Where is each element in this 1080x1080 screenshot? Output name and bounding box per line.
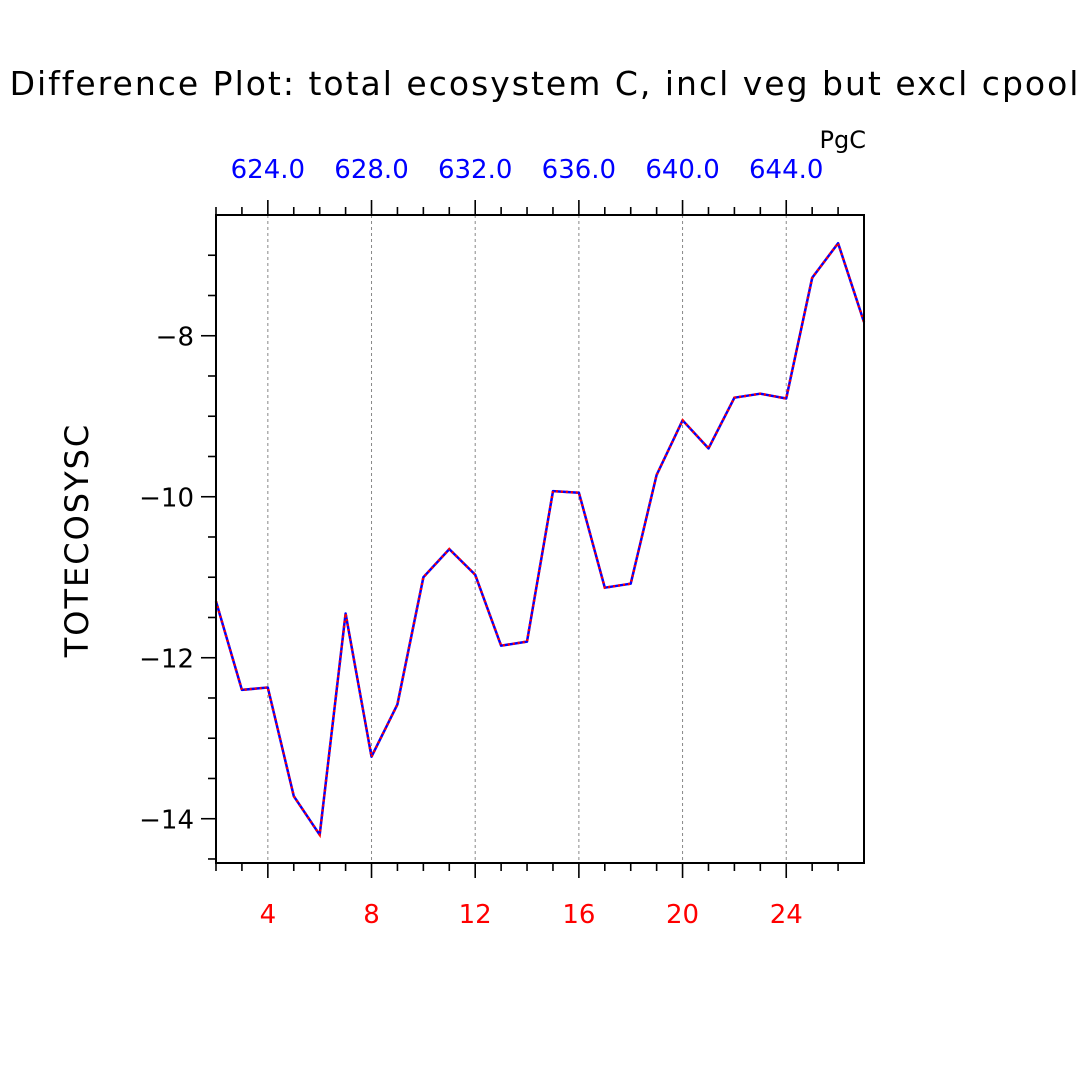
- x-tick-label: 12: [459, 900, 492, 930]
- top-axis-label: 644.0: [749, 155, 823, 185]
- x-tick-label: 4: [260, 900, 277, 930]
- y-tick-label: −12: [139, 645, 194, 675]
- y-axis-label: TOTECOSYSC: [58, 423, 96, 659]
- top-axis-label: 624.0: [231, 155, 305, 185]
- y-tick-label: −14: [139, 806, 194, 836]
- axis-ticks: [201, 200, 839, 878]
- grid-lines: [267, 215, 787, 863]
- x-tick-label: 8: [363, 900, 380, 930]
- top-axis-label: 640.0: [645, 155, 719, 185]
- top-axis-label: 628.0: [334, 155, 408, 185]
- series-line-dash: [214, 240, 866, 839]
- y-tick-label: −8: [156, 323, 194, 353]
- top-axis-label: 636.0: [542, 155, 616, 185]
- top-axis-label: 632.0: [438, 155, 512, 185]
- chart-title: Difference Plot: total ecosystem C, incl…: [10, 64, 1080, 103]
- units-label: PgC: [820, 126, 866, 154]
- x-tick-label: 16: [562, 900, 595, 930]
- x-tick-label: 24: [770, 900, 803, 930]
- tick-labels: 4 8 12 16 20 24 624.0 628.0 632.0 636.0 640.0 644.0…: [139, 155, 823, 930]
- plot-frame: [215, 214, 865, 864]
- y-tick-label: −10: [139, 484, 194, 514]
- series-line: [214, 241, 866, 837]
- x-tick-label: 20: [666, 900, 699, 930]
- series-layer: [214, 240, 866, 839]
